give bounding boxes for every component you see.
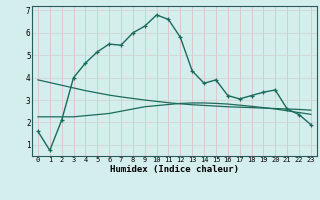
X-axis label: Humidex (Indice chaleur): Humidex (Indice chaleur) — [110, 165, 239, 174]
